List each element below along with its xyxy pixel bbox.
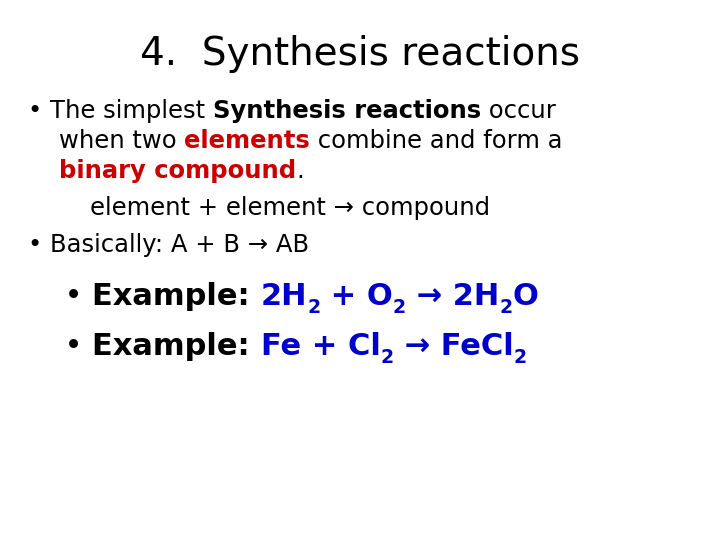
Text: • Basically: A + B → AB: • Basically: A + B → AB <box>28 233 309 257</box>
Text: elements: elements <box>184 129 310 153</box>
Text: •: • <box>45 282 92 311</box>
Text: combine and form a: combine and form a <box>310 129 562 153</box>
Text: + O: + O <box>320 282 393 311</box>
Text: Fe + Cl: Fe + Cl <box>261 332 380 361</box>
Text: → FeCl: → FeCl <box>394 332 513 361</box>
Text: 2: 2 <box>307 299 320 318</box>
Text: 2: 2 <box>380 348 394 367</box>
Text: • The simplest: • The simplest <box>28 99 213 123</box>
Text: when two: when two <box>28 129 184 153</box>
Text: .: . <box>296 159 304 183</box>
Text: Synthesis reactions: Synthesis reactions <box>213 99 481 123</box>
Text: element + element → compound: element + element → compound <box>28 196 490 220</box>
Text: 4.  Synthesis reactions: 4. Synthesis reactions <box>140 35 580 73</box>
Text: Example:: Example: <box>92 332 261 361</box>
Text: → 2H: → 2H <box>406 282 500 311</box>
Text: 2: 2 <box>513 348 526 367</box>
Text: binary compound: binary compound <box>59 159 296 183</box>
Text: •: • <box>45 332 92 361</box>
Text: 2: 2 <box>500 299 513 318</box>
Text: Example:: Example: <box>92 282 261 311</box>
Text: 2H: 2H <box>261 282 307 311</box>
Text: 2: 2 <box>393 299 406 318</box>
Text: O: O <box>513 282 539 311</box>
Text: occur: occur <box>481 99 556 123</box>
